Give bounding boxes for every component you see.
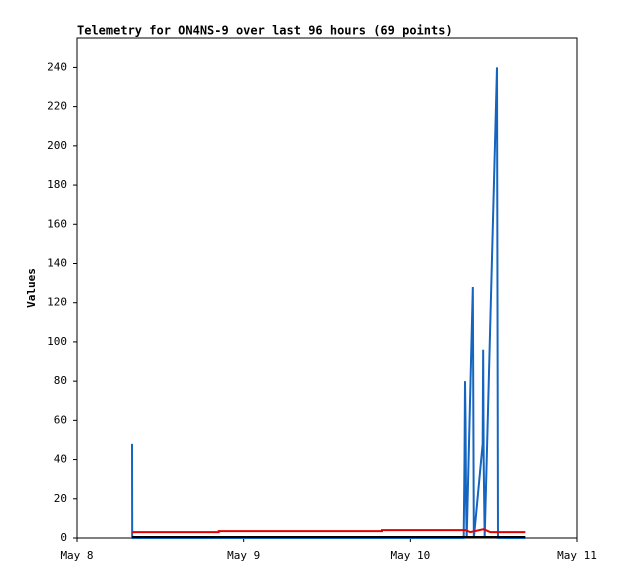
y-tick-label: 0 [60, 531, 67, 544]
x-tick-label: May 11 [557, 549, 597, 562]
y-tick-label: 200 [47, 139, 67, 152]
y-axis-label: Values [25, 268, 38, 308]
x-tick-label: May 9 [227, 549, 260, 562]
series-line [131, 67, 526, 539]
y-tick-label: 220 [47, 100, 67, 113]
y-tick-label: 140 [47, 256, 67, 269]
y-tick-label: 180 [47, 178, 67, 191]
y-tick-label: 240 [47, 60, 67, 73]
y-tick-label: 120 [47, 296, 67, 309]
chart-title: Telemetry for ON4NS-9 over last 96 hours… [77, 24, 453, 38]
x-tick-label: May 8 [60, 549, 93, 562]
series-line [132, 528, 526, 534]
y-tick-label: 80 [54, 374, 67, 387]
y-tick-label: 40 [54, 453, 67, 466]
x-tick-label: May 10 [390, 549, 430, 562]
y-tick-label: 20 [54, 492, 67, 505]
y-tick-label: 60 [54, 413, 67, 426]
y-tick-label: 100 [47, 335, 67, 348]
y-tick-label: 160 [47, 217, 67, 230]
